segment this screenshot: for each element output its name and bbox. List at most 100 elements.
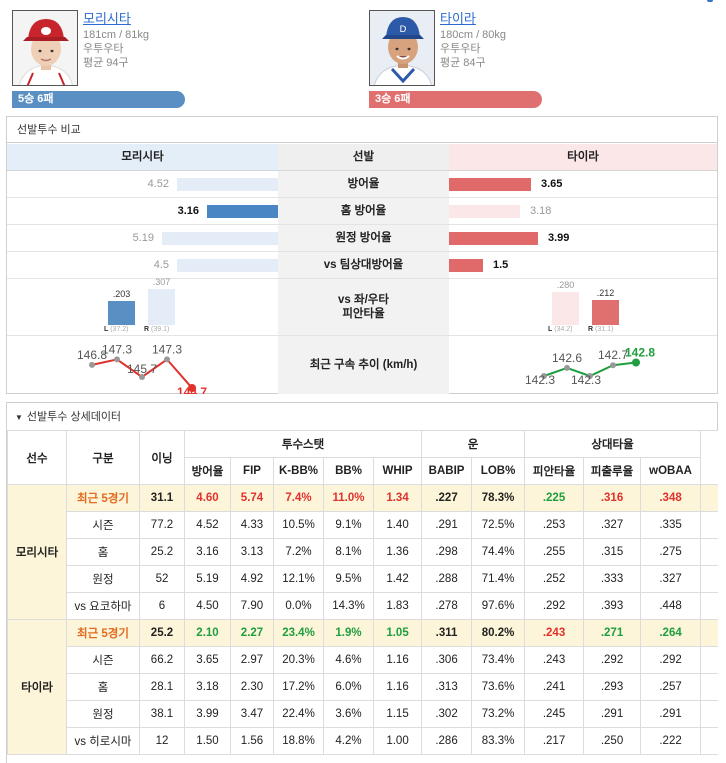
stat-cell: 17.2% bbox=[273, 673, 324, 701]
compare-row: 4.52 방어율 3.65 bbox=[7, 171, 717, 198]
stat-cell: 73.4% bbox=[471, 646, 526, 674]
right-stat-value: 3.99 bbox=[548, 232, 570, 244]
stat-cell: 3.18 bbox=[184, 673, 231, 701]
compare-header-row: 모리시타 선발 타이라 bbox=[7, 144, 717, 171]
stat-cell: 28.1 bbox=[139, 673, 185, 701]
stat-cell: .311 bbox=[421, 619, 473, 647]
th-col: wOBAA bbox=[640, 457, 702, 485]
compare-header-left: 모리시타 bbox=[7, 144, 278, 170]
split-sub-l: L (37.2) bbox=[104, 326, 129, 333]
stat-cell: 3.6% bbox=[323, 700, 374, 728]
stat-cell: 1.05 bbox=[372, 619, 423, 647]
th-col: 피출루율 bbox=[583, 457, 642, 485]
stat-cell: 1.9% bbox=[323, 619, 374, 647]
split-bar-r bbox=[148, 289, 175, 325]
stat-cell: .298 bbox=[421, 538, 473, 566]
stat-cell: 1.56 bbox=[230, 727, 274, 755]
left-stat-bar bbox=[207, 205, 278, 218]
compare-row-label: 홈 방어율 bbox=[278, 198, 449, 224]
stat-cell: .291 bbox=[583, 700, 642, 728]
velocity-trend-row: 146.8 147.3 145.7 147.3 144.7 최근 구속 추이 (km/h… bbox=[7, 336, 717, 399]
stat-cell: 0.0% bbox=[273, 592, 324, 620]
stat-cell: .335 bbox=[640, 511, 702, 539]
left-player-avg-pitches: 평균 94구 bbox=[83, 57, 129, 69]
compare-header-right: 타이라 bbox=[449, 144, 717, 170]
left-stat-value: 5.19 bbox=[132, 232, 154, 244]
velocity-point bbox=[188, 384, 196, 392]
table-row: vs 히로시마 12 1.50 1.56 18.8% 4.2% 1.00.286 83.3%.… bbox=[8, 727, 718, 755]
stat-cell: 3.65 bbox=[184, 646, 231, 674]
category-cell: 원정 bbox=[66, 565, 140, 593]
overflow-cell bbox=[700, 565, 718, 593]
split-bar-r bbox=[592, 300, 619, 325]
right-stat-bar bbox=[449, 205, 520, 218]
th-player: 선수 bbox=[7, 430, 67, 485]
stat-cell: 7.2% bbox=[273, 538, 324, 566]
stat-cell: 77.2 bbox=[139, 511, 185, 539]
overflow-cell bbox=[700, 592, 718, 620]
stat-cell: 12 bbox=[139, 727, 185, 755]
compare-header-center: 선발 bbox=[278, 144, 449, 170]
stat-cell: 11.0% bbox=[323, 484, 374, 512]
stat-cell: .306 bbox=[421, 646, 473, 674]
stat-cell: 1.36 bbox=[372, 538, 423, 566]
th-col: BB% bbox=[323, 457, 374, 485]
stat-cell: .348 bbox=[640, 484, 702, 512]
collapse-triangle-icon[interactable]: ▼ bbox=[15, 413, 23, 422]
stat-cell: 12.1% bbox=[273, 565, 324, 593]
split-sub-l: L (34.2) bbox=[548, 326, 573, 333]
th-col: K-BB% bbox=[273, 457, 324, 485]
stat-cell: 23.4% bbox=[273, 619, 324, 647]
right-player-avg-pitches: 평균 84구 bbox=[440, 57, 486, 69]
stat-cell: .257 bbox=[640, 673, 702, 701]
stat-cell: .217 bbox=[524, 727, 585, 755]
stat-cell: .327 bbox=[583, 511, 642, 539]
stat-cell: 7.4% bbox=[273, 484, 324, 512]
split-value-r: .307 bbox=[152, 277, 171, 287]
compare-row-label: 원정 방어율 bbox=[278, 225, 449, 251]
right-stat-bar bbox=[449, 232, 538, 245]
category-cell: vs 요코하마 bbox=[66, 592, 140, 620]
stat-cell: 7.90 bbox=[230, 592, 274, 620]
th-col: BABIP bbox=[421, 457, 473, 485]
player-name-cell: 타이라 bbox=[7, 619, 67, 755]
left-player-name-link[interactable]: 모리시타 bbox=[83, 11, 131, 26]
stat-cell: 1.42 bbox=[372, 565, 423, 593]
svg-text:D: D bbox=[400, 25, 407, 35]
split-value-l: .203 bbox=[112, 289, 131, 299]
stat-cell: 9.5% bbox=[323, 565, 374, 593]
th-col: FIP bbox=[230, 457, 274, 485]
compare-row: 5.19 원정 방어율 3.99 bbox=[7, 225, 717, 252]
stat-cell: 3.13 bbox=[230, 538, 274, 566]
stat-cell: 2.30 bbox=[230, 673, 274, 701]
velocity-label: 147.3 bbox=[152, 342, 182, 356]
left-player-record: 5승 6패 bbox=[12, 91, 185, 108]
velocity-point bbox=[632, 358, 640, 367]
left-player-photo bbox=[12, 10, 78, 86]
stat-cell: 4.33 bbox=[230, 511, 274, 539]
right-player-name-link[interactable]: 타이라 bbox=[440, 11, 476, 26]
velocity-trend-label: 최근 구속 추이 (km/h) bbox=[278, 336, 449, 394]
detail-section-header[interactable]: ▼ 선발투수 상세데이터 bbox=[6, 402, 718, 430]
detail-table: 선수 구분 이닝 투수스탯 운 상대타율 지 방어율FIPK-BB%BB%WHI… bbox=[7, 430, 718, 755]
stat-cell: .241 bbox=[524, 673, 585, 701]
stat-cell: 2.97 bbox=[230, 646, 274, 674]
right-velocity-chart: 142.3 142.6 142.3 142.7 142.8 bbox=[449, 336, 717, 394]
scroll-indicator bbox=[707, 0, 713, 2]
detail-table-wrapper[interactable]: 선수 구분 이닝 투수스탯 운 상대타율 지 방어율FIPK-BB%BB%WHI… bbox=[6, 430, 718, 763]
velocity-label: 142.7 bbox=[598, 348, 628, 362]
stat-cell: 1.00 bbox=[372, 727, 423, 755]
stat-cell: 22.4% bbox=[273, 700, 324, 728]
velocity-point bbox=[114, 356, 120, 363]
split-avg-label: vs 좌/우타 피안타율 bbox=[278, 279, 449, 335]
stat-cell: .327 bbox=[640, 565, 702, 593]
stat-cell: 72.5% bbox=[471, 511, 526, 539]
th-overflow: 지 bbox=[700, 430, 718, 485]
category-cell: 홈 bbox=[66, 538, 140, 566]
stat-cell: .278 bbox=[421, 592, 473, 620]
velocity-label: 142.3 bbox=[571, 373, 601, 387]
th-group-opp: 상대타율 bbox=[524, 430, 702, 458]
velocity-label: 145.7 bbox=[127, 362, 157, 376]
right-stat-value: 1.5 bbox=[493, 259, 509, 271]
right-stat-value: 3.18 bbox=[530, 205, 552, 217]
